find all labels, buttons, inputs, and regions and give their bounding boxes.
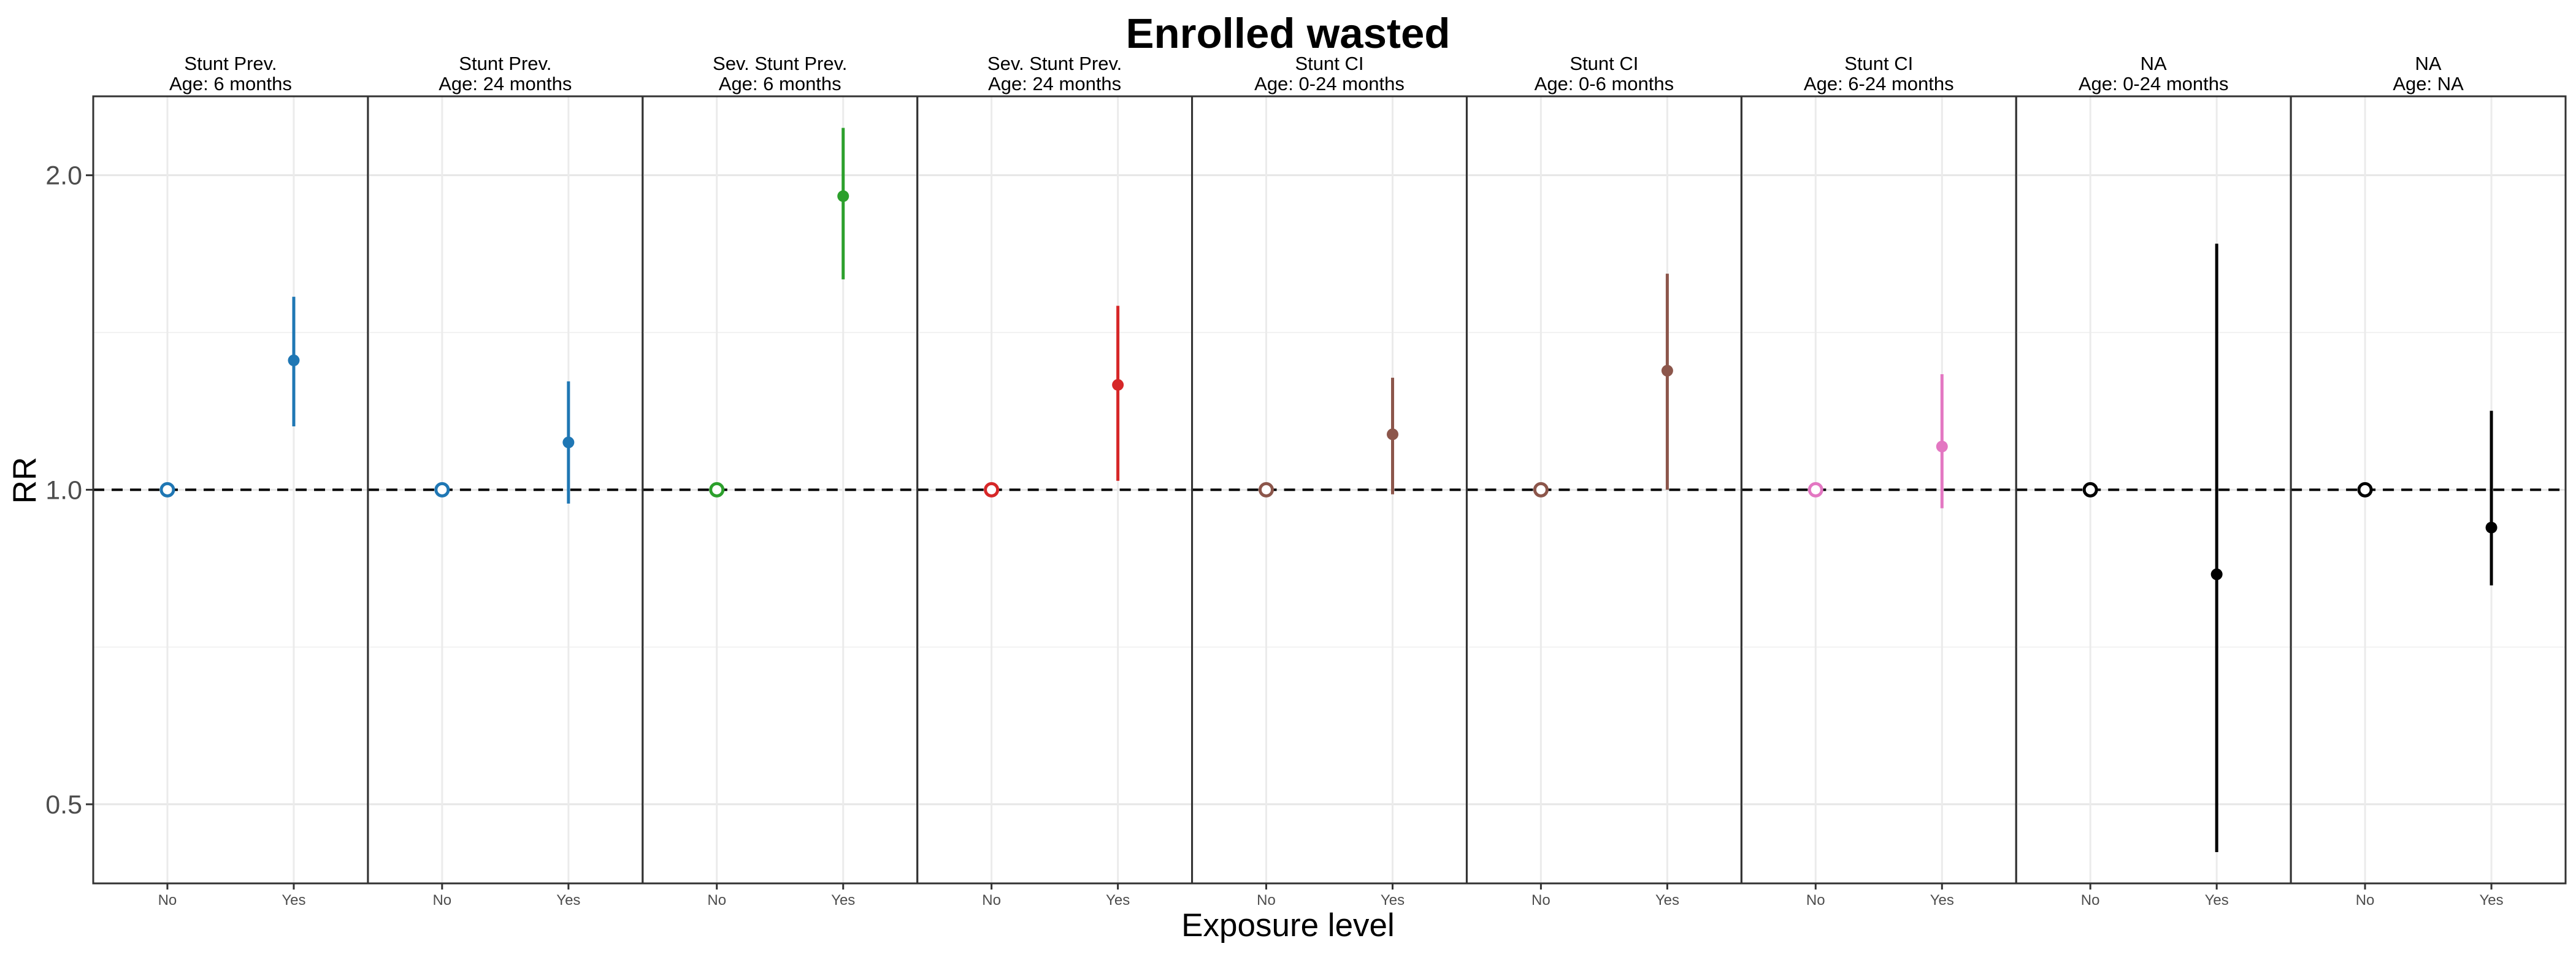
facet-label-line2: Age: 6 months	[719, 73, 841, 94]
facet-label-line2: Age: 0-6 months	[1535, 73, 1674, 94]
x-tick-label: Yes	[2205, 892, 2229, 909]
y-axis-title: RR	[7, 457, 43, 504]
facet-label-line2: Age: 6 months	[169, 73, 292, 94]
x-tick-label: No	[432, 892, 451, 909]
reference-point	[159, 482, 175, 498]
x-tick-label: No	[707, 892, 726, 909]
estimate-point	[1387, 428, 1399, 440]
estimate-point	[288, 354, 300, 366]
estimate-point	[1112, 379, 1124, 391]
x-axis-title: Exposure level	[1181, 907, 1395, 944]
facet-label-line1: Stunt CI	[1844, 53, 1913, 74]
x-tick-label: Yes	[556, 892, 580, 909]
reference-point	[2357, 482, 2373, 498]
x-tick-label: Yes	[1106, 892, 1130, 909]
facet-label-line2: Age: NA	[2393, 73, 2464, 94]
facet-label-line2: Age: 0-24 months	[1254, 73, 1405, 94]
estimate-point	[2210, 568, 2223, 580]
x-tick-label: No	[158, 892, 177, 909]
x-tick-label: Yes	[282, 892, 305, 909]
x-tick-label: Yes	[1930, 892, 1954, 909]
y-axis: 0.5 1.0 2.0	[45, 161, 93, 820]
facet-label-line1: NA	[2415, 53, 2442, 74]
x-tick-label: No	[2081, 892, 2100, 909]
estimate-point	[1661, 364, 1673, 377]
x-tick-label: Yes	[2479, 892, 2503, 909]
facet-panel: Sev. Stunt Prev.Age: 6 months No Yes	[642, 53, 919, 909]
reference-point	[1533, 482, 1549, 498]
reference-point	[2082, 482, 2098, 498]
x-tick-label: No	[2356, 892, 2375, 909]
x-tick-label: No	[1531, 892, 1551, 909]
facet-label-line1: Stunt CI	[1295, 53, 1364, 74]
panel-border	[2290, 95, 2567, 885]
reference-point	[434, 482, 450, 498]
x-tick-label: Yes	[1655, 892, 1679, 909]
x-tick-label: Yes	[1381, 892, 1405, 909]
facet-label-line2: Age: 6-24 months	[1804, 73, 1954, 94]
facet-label-line1: Sev. Stunt Prev.	[713, 53, 847, 74]
facet-panel: Sev. Stunt Prev.Age: 24 months No Yes	[916, 53, 1194, 909]
estimate-point	[837, 190, 849, 202]
reference-point	[984, 482, 1000, 498]
facet-label-line1: NA	[2141, 53, 2167, 74]
facet-label-line2: Age: 0-24 months	[2079, 73, 2229, 94]
facet-label-line1: Stunt Prev.	[459, 53, 551, 74]
chart-title: Enrolled wasted	[1125, 10, 1450, 57]
estimate-point	[2485, 521, 2497, 534]
reference-point	[1807, 482, 1823, 498]
reference-point	[1258, 482, 1274, 498]
y-tick-label: 2.0	[45, 161, 82, 191]
x-tick-label: No	[982, 892, 1001, 909]
facet-label-line1: Sev. Stunt Prev.	[987, 53, 1122, 74]
reference-point	[709, 482, 725, 498]
facet-label-line1: Stunt Prev.	[184, 53, 277, 74]
facet-label-line2: Age: 24 months	[988, 73, 1121, 94]
y-tick-label: 0.5	[45, 790, 82, 820]
x-tick-label: No	[1257, 892, 1276, 909]
facet-label-line2: Age: 24 months	[439, 73, 572, 94]
facet-panel: Stunt Prev.Age: 6 months No Yes	[92, 53, 369, 909]
y-tick-label: 1.0	[45, 475, 82, 505]
estimate-point	[562, 436, 575, 448]
facet-panel: Stunt Prev.Age: 24 months No Yes	[367, 53, 644, 909]
estimate-point	[1936, 440, 1948, 453]
x-tick-label: Yes	[831, 892, 855, 909]
facet-label-line1: Stunt CI	[1570, 53, 1638, 74]
x-tick-label: No	[1806, 892, 1825, 909]
